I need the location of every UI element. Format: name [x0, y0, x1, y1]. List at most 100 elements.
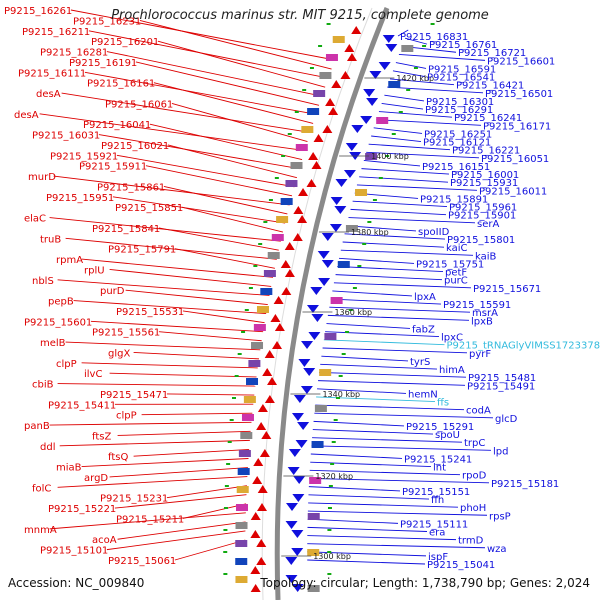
connector-right [326, 323, 411, 329]
gene-label-right: rpoD [462, 471, 487, 482]
forward-gene-arrow [298, 188, 309, 196]
gene-label-left: P9215_15561 [92, 328, 160, 339]
gene-label-left: acoA [92, 535, 117, 546]
connector-left [158, 331, 262, 342]
category-box [307, 108, 320, 115]
forward-gene-arrow [259, 449, 270, 457]
gene-label-left: P9215_15921 [50, 151, 118, 162]
connector-right [316, 396, 436, 402]
connector-right [392, 70, 426, 78]
forward-gene-arrow [252, 476, 263, 484]
reverse-gene-arrow [311, 314, 324, 322]
topology-summary: Topology: circular; Length: 1,738,790 bp… [260, 576, 590, 590]
connector-right [323, 339, 445, 346]
reverse-gene-arrow [300, 386, 313, 394]
forward-gene-arrow [264, 395, 275, 403]
gene-label-right: P9215_16501 [485, 89, 553, 100]
category-box [401, 45, 414, 52]
gene-label-right: P9215_16721 [458, 48, 526, 59]
gene-label-left: P9215_15851 [115, 203, 183, 214]
scale-tick [378, 177, 383, 179]
reverse-gene-arrow [288, 449, 301, 457]
scale-tick [367, 221, 372, 223]
category-box [307, 549, 320, 556]
scale-tick [328, 485, 333, 487]
category-box [325, 54, 338, 61]
gene-label-right: P9215_16011 [479, 186, 547, 197]
connector-right [309, 478, 490, 484]
reverse-gene-arrow [291, 413, 304, 421]
category-box [256, 306, 269, 313]
gene-label-left: P9215_15911 [79, 162, 147, 173]
category-box [235, 522, 248, 529]
reverse-gene-arrow [369, 71, 382, 79]
category-box [235, 576, 248, 583]
gene-label-left: cbiB [32, 380, 54, 391]
gene-label-right: P9215_15041 [427, 560, 495, 571]
scale-tick [224, 485, 229, 487]
gene-label-left: P9215_15861 [97, 182, 165, 193]
connector-right [387, 86, 484, 94]
reverse-gene-arrow [285, 521, 298, 529]
gene-label-right: P9215_15961 [449, 203, 517, 214]
gene-label-left: P9215_15471 [100, 390, 168, 401]
gene-label-right: petF [445, 268, 467, 279]
category-box [246, 378, 259, 385]
category-box [307, 513, 320, 520]
category-box [276, 216, 289, 223]
scale-tick [248, 287, 253, 289]
inner-track-arc [261, 7, 373, 600]
gene-label-left: ilvC [84, 369, 102, 380]
connector-right [376, 119, 482, 126]
gene-label-left: desA [14, 110, 39, 121]
connector-right [314, 412, 494, 419]
gene-label-left: P9215_15531 [116, 307, 184, 318]
forward-gene-arrow [331, 80, 342, 88]
gene-features [235, 26, 414, 592]
gene-label-left: argD [84, 473, 108, 484]
forward-gene-arrow [293, 206, 304, 214]
scale-label: 1380 kbp [351, 228, 389, 237]
scale-tick [327, 507, 332, 509]
category-box [319, 369, 332, 376]
connector-left [135, 61, 320, 106]
scale-tick [223, 529, 228, 531]
genome-backbone-arc [274, 7, 390, 600]
category-box [243, 396, 256, 403]
forward-gene-arrow [256, 422, 267, 430]
gene-label-right: P9215_16761 [429, 40, 497, 51]
reverse-gene-arrow [360, 116, 373, 124]
category-box [236, 504, 249, 511]
reverse-gene-arrow [345, 143, 358, 151]
category-box [295, 144, 308, 151]
reverse-gene-arrow [291, 548, 304, 556]
gene-label-right: lpd [493, 446, 508, 457]
forward-gene-arrow [270, 314, 281, 322]
category-box [330, 297, 343, 304]
scale-tick [241, 331, 246, 333]
connector-right [307, 535, 457, 541]
reverse-gene-arrow [292, 494, 305, 502]
gene-label-right: P9215_15291 [406, 422, 474, 433]
connector-left [90, 320, 264, 333]
forward-gene-arrow [351, 26, 362, 34]
gene-label-right: fabZ [412, 324, 435, 335]
connector-left [182, 310, 265, 324]
right-gene-labels: P9215_16831P9215_16761P9215_16721P9215_1… [400, 32, 600, 571]
gene-label-right: purC [444, 276, 468, 287]
gene-label-left: ddl [40, 442, 55, 453]
gene-label-right: ispF [428, 552, 448, 563]
scale-tick [223, 551, 228, 553]
gene-label-right: codA [466, 406, 491, 417]
gene-label-right: P9215_16421 [456, 81, 524, 92]
connector-left [57, 279, 270, 296]
map-title: Prochlorococcus marinus str. MIT 9215, c… [111, 8, 489, 23]
connector-left [109, 372, 257, 378]
gene-label-left: P9215_16231 [73, 16, 141, 27]
connector-right [333, 282, 472, 289]
category-box [337, 261, 350, 268]
connector-left [157, 40, 326, 88]
connector-right [378, 111, 453, 118]
reverse-gene-arrow [318, 278, 331, 286]
